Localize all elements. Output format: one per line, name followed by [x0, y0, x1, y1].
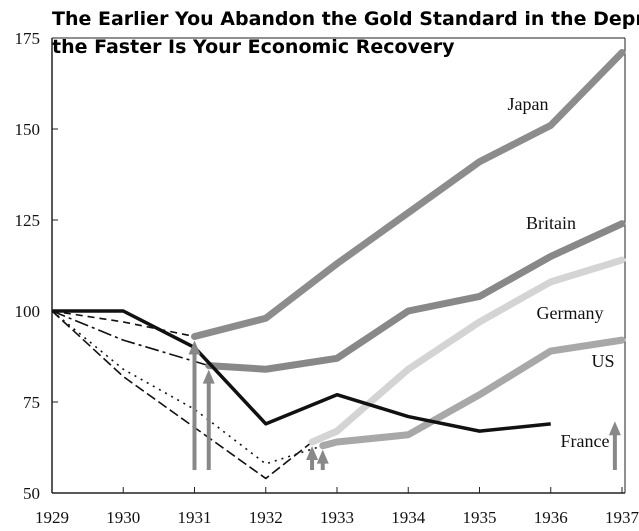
x-tick-label: 1931	[178, 508, 212, 527]
x-tick-label: 1934	[391, 508, 426, 527]
series-label: Germany	[537, 303, 604, 323]
abandon-arrow-head	[202, 369, 215, 384]
post-line	[205, 220, 626, 373]
series-label: Britain	[526, 213, 576, 233]
post-line	[319, 336, 626, 450]
pre-line	[51, 310, 323, 465]
y-tick-label: 125	[15, 211, 41, 230]
pre-line	[51, 310, 209, 367]
abandon-arrow-head	[608, 421, 621, 436]
pre-line	[51, 310, 313, 480]
series-label: France	[561, 431, 610, 451]
y-tick-label: 175	[15, 29, 41, 48]
x-tick-label: 1932	[249, 508, 283, 527]
y-tick-label: 50	[23, 484, 40, 503]
pre-line	[51, 310, 195, 338]
pre-line	[52, 309, 551, 433]
post-line	[308, 256, 626, 446]
x-tick-label: 1929	[35, 508, 69, 527]
y-tick-label: 150	[15, 120, 41, 139]
x-tick-label: 1937	[605, 508, 639, 527]
abandon-arrow-head	[188, 340, 201, 355]
abandon-arrow-head	[306, 446, 319, 461]
chart-title: The Earlier You Abandon the Gold Standar…	[52, 8, 639, 30]
x-tick-label: 1935	[463, 508, 497, 527]
x-tick-label: 1930	[106, 508, 140, 527]
series-label: Japan	[508, 94, 549, 114]
series-label: US	[591, 351, 614, 371]
x-tick-label: 1936	[534, 508, 568, 527]
y-tick-label: 100	[15, 302, 41, 321]
abandon-arrow-head	[316, 449, 329, 464]
x-tick-label: 1933	[320, 508, 354, 527]
y-tick-label: 75	[23, 393, 40, 412]
post-line	[191, 49, 626, 340]
chart-title: the Faster Is Your Economic Recovery	[52, 36, 455, 58]
